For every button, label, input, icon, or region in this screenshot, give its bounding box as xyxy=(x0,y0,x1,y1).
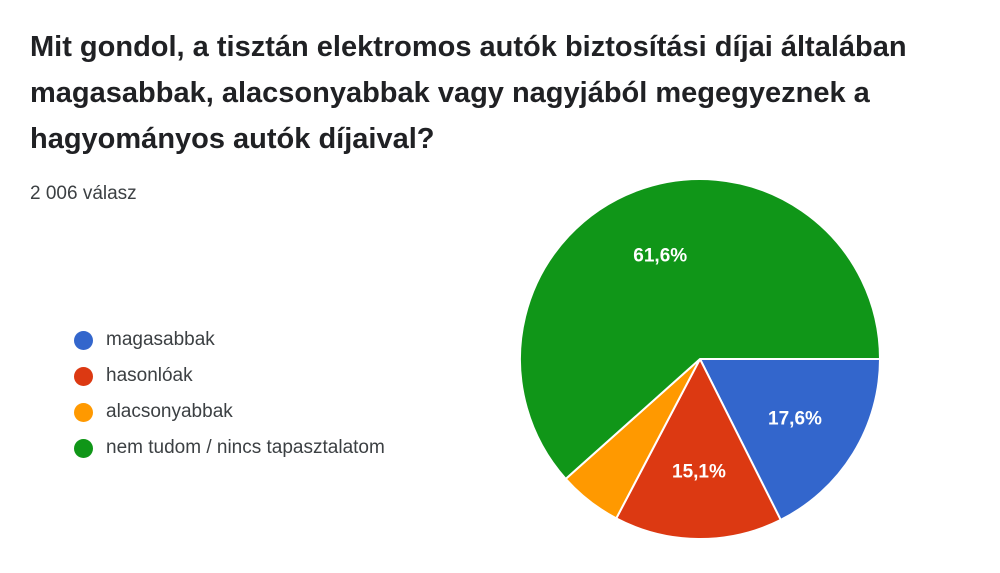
pie-slice-magasabbak[interactable] xyxy=(699,358,881,521)
slice-label-hasonloak: 15,1% xyxy=(672,462,726,483)
legend-item-hasonloak[interactable]: hasonlóak xyxy=(74,357,385,395)
legend-swatch-hasonloak xyxy=(74,366,93,386)
legend-item-magasabbak[interactable]: magasabbak xyxy=(74,321,385,359)
legend-label-magasabbak: magasabbak xyxy=(106,329,215,350)
slice-label-magasabbak: 17,6% xyxy=(768,409,822,430)
legend-label-alacsonyabbak: alacsonyabbak xyxy=(106,401,233,422)
legend-item-alacsonyabbak[interactable]: alacsonyabbak xyxy=(74,393,385,431)
legend-label-nem-tudom: nem tudom / nincs tapasztalatom xyxy=(106,437,385,458)
question-title: Mit gondol, a tisztán elektromos autók b… xyxy=(30,31,907,155)
pie-slice-nem-tudom-nincs-tapasztalatom[interactable] xyxy=(519,178,881,480)
legend-swatch-magasabbak xyxy=(74,330,93,350)
legend-label-hasonloak: hasonlóak xyxy=(106,365,193,386)
legend-swatch-alacsonyabbak xyxy=(74,402,93,422)
slice-label-nem-tudom-nincs-tapasztalatom: 61,6% xyxy=(633,246,687,267)
chart-legend: magasabbak hasonlóak alacsonyabbak nem t… xyxy=(74,321,385,465)
legend-item-nem-tudom[interactable]: nem tudom / nincs tapasztalatom xyxy=(74,429,385,467)
pie-chart: 17,6% 15,1% 61,6% xyxy=(519,178,881,540)
response-count: 2 006 válasz xyxy=(30,183,137,204)
pie-slice-hasonloak[interactable] xyxy=(615,358,782,540)
legend-swatch-nem-tudom xyxy=(74,438,93,458)
